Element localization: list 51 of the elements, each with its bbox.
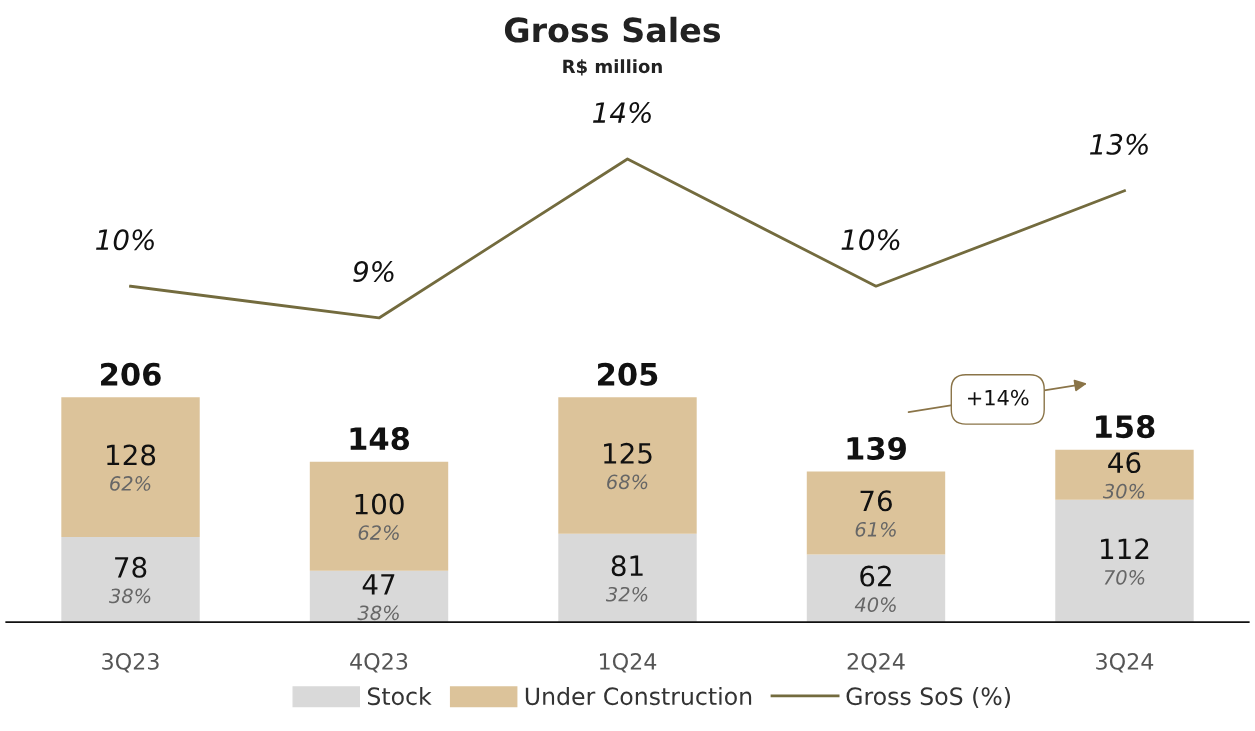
data-label: 10% [96,229,154,251]
legend-label: Under Construction [525,686,752,706]
data-label: 46 [1108,452,1141,474]
x-tick-label: 4Q23 [350,653,408,673]
bar [558,397,697,534]
chart-subtitle: R$ million [563,59,662,76]
total-label: 206 [101,362,161,386]
data-label: 9% [353,261,394,283]
bar [806,554,946,623]
x-tick-label: 3Q23 [102,653,159,673]
annotation: +14% [968,389,1029,406]
data-label: 14% [593,102,651,124]
bar [309,461,449,571]
bar [806,471,946,555]
annotation: 40% [854,597,896,612]
annotation: 30% [1102,483,1145,499]
x-tick-label: 2Q24 [847,653,905,673]
data-label: 112 [1101,538,1149,559]
bar [1055,449,1194,500]
annotation: 38% [108,588,151,604]
x-tick-label: 1Q24 [599,653,657,673]
bar [61,397,200,537]
data-label: 100 [355,493,404,515]
annotation: 32% [605,586,648,602]
data-label: 81 [611,555,643,577]
annotation: 68% [607,474,648,490]
total-label: 139 [847,436,906,461]
data-label: 125 [604,442,652,464]
annotation: 62% [358,525,399,540]
x-tick-label: 3Q24 [1096,653,1154,673]
bar [1055,499,1194,623]
chart-title: Gross Sales [504,16,721,43]
annotation: 62% [110,476,151,491]
bar [61,536,200,623]
data-label: 128 [107,444,156,466]
data-label: 78 [115,556,147,578]
annotation: 70% [1104,569,1145,585]
annotation: 38% [357,605,399,621]
data-label: 76 [860,490,892,512]
legend-label: Stock [367,686,432,706]
data-label: 10% [841,229,900,251]
data-label: 13% [1090,133,1148,155]
total-label: 148 [350,427,410,451]
data-label: 47 [362,574,395,595]
annotation: 61% [855,521,896,537]
legend-label: Gross SoS (%) [846,686,1010,708]
data-label: 62 [860,565,891,587]
bar [309,570,449,623]
total-label: 205 [598,362,658,386]
bar [558,533,697,623]
total-label: 158 [1096,415,1155,439]
